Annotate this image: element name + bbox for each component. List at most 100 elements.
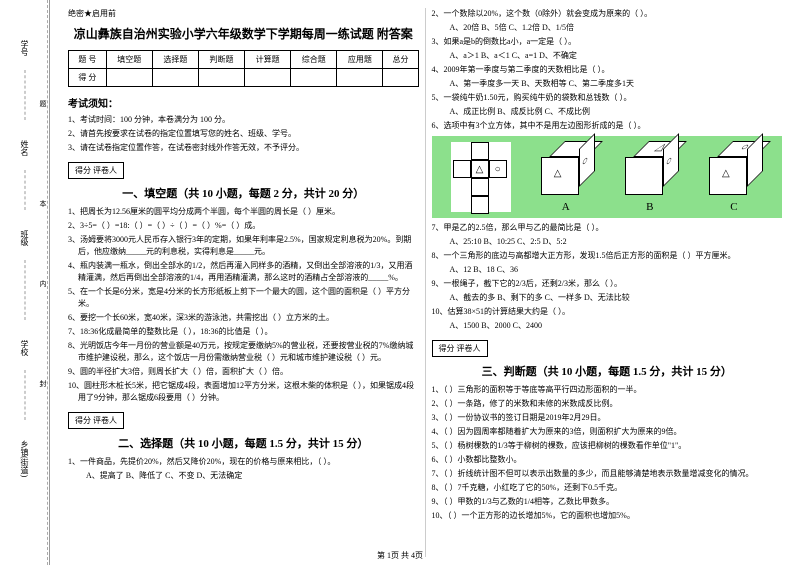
td — [383, 69, 418, 87]
q: 6、选项中有3个立方体，其中不是用左边图形折成的是（ ）。 — [432, 120, 783, 132]
q: 7、（ ）折线统计图不但可以表示出数量的多少，而且能够清楚地表示数量增减变化的情… — [432, 468, 783, 480]
margin-dash — [24, 370, 25, 420]
circle-icon: ○ — [495, 164, 501, 175]
q: 6、（ ）小数都比整数小。 — [432, 454, 783, 466]
q: 4、2009年第一季度与第二季度的天数相比是（ ）。 — [432, 64, 783, 76]
q: 6、要挖一个长60米，宽40米，深3米的游泳池，共需挖出（ ）立方米的土。 — [68, 312, 419, 324]
th: 综合题 — [291, 51, 337, 69]
table-row: 得 分 — [69, 69, 419, 87]
q: 3、（ ）一份协议书的签订日期是2019年2月29日。 — [432, 412, 783, 424]
opts: A、成正比例 B、成反比例 C、不成比例 — [432, 106, 783, 117]
side-label: 内 — [38, 280, 48, 287]
circle-icon: ○ — [582, 153, 588, 170]
margin-dash — [24, 70, 25, 120]
notice-item: 2、请首先按要求在试卷的指定位置填写您的姓名、班级、学号。 — [68, 128, 419, 140]
cube-a: ○ △ A — [537, 141, 595, 213]
eval-box: 得分 评卷人 — [68, 162, 124, 179]
notice-item: 1、考试时间：100 分钟，本卷满分为 100 分。 — [68, 114, 419, 126]
opts: A、提高了 B、降低了 C、不变 D、无法确定 — [68, 470, 419, 481]
q: 8、（ ）7千克糖，小红吃了它的50%，还剩下0.5千克。 — [432, 482, 783, 494]
secret-label: 绝密★启用前 — [68, 8, 419, 19]
q: 5、在一个长是6分米，宽是4分米的长方形纸板上剪下一个最大的圆，这个圆的面积是（… — [68, 286, 419, 310]
side-label: 题 — [38, 100, 48, 107]
net-square — [471, 178, 489, 196]
eval-box: 得分 评卷人 — [68, 412, 124, 429]
q: 2、（ ）一条路，修了的米数和未修的米数成反比例。 — [432, 398, 783, 410]
th: 填空题 — [106, 51, 152, 69]
td — [198, 69, 244, 87]
eval-box: 得分 评卷人 — [432, 340, 488, 357]
exam-title: 凉山彝族自治州实验小学六年级数学下学期每周一练试题 附答案 — [68, 25, 419, 42]
th: 判断题 — [198, 51, 244, 69]
circle-icon: ○ — [666, 153, 672, 170]
triangle-icon: △ — [554, 168, 562, 179]
td — [106, 69, 152, 87]
right-column: 2、一个数除以20%，这个数（0除外）就会变成为原来的（ ）。 A、20倍 B、… — [426, 8, 789, 557]
cube-b: △ ○ B — [621, 141, 679, 213]
side-label: 本 — [38, 200, 48, 207]
td — [337, 69, 383, 87]
q: 8、光明饭店今年一月份的营业额是40万元，按规定要缴纳5%的营业税，还要按营业税… — [68, 340, 419, 364]
q: 7、甲是乙的2.5倍，那么甲与乙的最简比是（ ）。 — [432, 222, 783, 234]
opts: A、25:10 B、10:25 C、2:5 D、5:2 — [432, 236, 783, 247]
table-row: 题 号 填空题 选择题 判断题 计算题 综合题 应用题 总分 — [69, 51, 419, 69]
margin-dash — [24, 260, 25, 320]
opts: A、截去的多 B、剩下的多 C、一样多 D、无法比较 — [432, 292, 783, 303]
q: 8、一个三角形的底边与高都增大正方形，发现1.5倍后正方形的面积是（ ）平方厘米… — [432, 250, 783, 262]
td — [291, 69, 337, 87]
td: 得 分 — [69, 69, 107, 87]
margin-label-id: 学号 — [19, 40, 30, 56]
net-square — [471, 142, 489, 160]
side-label: 封 — [38, 380, 48, 387]
page-footer: 第 1页 共 4页 — [377, 550, 423, 561]
triangle-icon: △ — [476, 164, 484, 175]
left-column: 绝密★启用前 凉山彝族自治州实验小学六年级数学下学期每周一练试题 附答案 题 号… — [62, 8, 426, 557]
net-square: ○ — [489, 160, 507, 178]
q: 4、瓶内装满一瓶水，倒出全部水的1/2，然后再灌入同样多的酒精，又倒出全部溶液的… — [68, 260, 419, 284]
th: 计算题 — [245, 51, 291, 69]
q: 10、估算38×51的计算结果大约是（ ）。 — [432, 306, 783, 318]
content-area: 绝密★启用前 凉山彝族自治州实验小学六年级数学下学期每周一练试题 附答案 题 号… — [50, 0, 800, 565]
section-2-title: 二、选择题（共 10 小题，每题 1.5 分，共计 15 分） — [68, 435, 419, 451]
cube-c: ○ △ C — [705, 141, 763, 213]
cube-front: △ — [709, 157, 747, 195]
margin-dash — [24, 170, 25, 210]
th: 选择题 — [152, 51, 198, 69]
th: 总分 — [383, 51, 418, 69]
net-square — [453, 160, 471, 178]
margin-label-name: 姓名 — [19, 140, 30, 156]
q: 9、（ ）甲数的1/3与乙数的1/4相等，乙数比甲数多。 — [432, 496, 783, 508]
opts: A、第一季度多一天 B、天数相等 C、第二季度多1天 — [432, 78, 783, 89]
th: 题 号 — [69, 51, 107, 69]
td — [245, 69, 291, 87]
th: 应用题 — [337, 51, 383, 69]
q: 10、圆柱形木桩长5米，把它锯成4段，表面增加12平方分米，这根木柴的体积是（ … — [68, 380, 419, 404]
q: 7、18:36化成最简单的整数比是（ ），18:36的比值是（ ）。 — [68, 326, 419, 338]
notice-title: 考试须知： — [68, 95, 419, 110]
q: 4、（ ）因为圆周率都随着扩大为原来的3倍，则面积扩大为原来的9倍。 — [432, 426, 783, 438]
cube-front: △ — [541, 157, 579, 195]
cube-net: △ ○ — [451, 142, 511, 212]
q: 5、（ ）杨树棵数的1/3等于柳树的棵数，应该把柳树的棵数看作单位"1"。 — [432, 440, 783, 452]
page-container: 学号 姓名 班级 学校 乡镇(街道) 题 本 内 封 绝密★启用前 凉山彝族自治… — [0, 0, 800, 565]
cube-front — [625, 157, 663, 195]
margin-label-town: 乡镇(街道) — [19, 440, 30, 477]
q: 10、（ ）一个正方形的边长增加5%，它的面积也增加5%。 — [432, 510, 783, 522]
cube-label-c: C — [705, 201, 763, 213]
q: 5、一袋纯牛奶1.50元，购买纯牛奶的袋数和总钱数（ ）。 — [432, 92, 783, 104]
margin-label-school: 学校 — [19, 340, 30, 356]
q: 2、3÷5=（ ）=18:（ ）=（ ）÷（ ）=（ ）%=（ ）成。 — [68, 220, 419, 232]
triangle-icon: △ — [722, 168, 730, 179]
section-1-title: 一、填空题（共 10 小题，每题 2 分，共计 20 分） — [68, 185, 419, 201]
margin-label-class: 班级 — [19, 230, 30, 246]
section-3-title: 三、判断题（共 10 小题，每题 1.5 分，共计 15 分） — [432, 363, 783, 379]
notice-item: 3、请在试卷指定位置作答，在试卷密封线外作答无效，不予评分。 — [68, 142, 419, 154]
opts: A、20倍 B、5倍 C、1.2倍 D、1/5倍 — [432, 22, 783, 33]
q: 3、汤姆要将3000元人民币存入银行3年的定期，如果年利率是2.5%，国家规定利… — [68, 234, 419, 258]
cube-label-b: B — [621, 201, 679, 213]
binding-margin: 学号 姓名 班级 学校 乡镇(街道) 题 本 内 封 — [0, 0, 50, 565]
q: 1、一件商品，先提价20%，然后又降价20%，现在的价格与原来相比，（ ）。 — [68, 456, 419, 468]
cube-label-a: A — [537, 201, 595, 213]
q: 9、圆的半径扩大3倍，则周长扩大（ ）倍，面积扩大（ ）倍。 — [68, 366, 419, 378]
q: 1、（ ）三角形的面积等于等底等高平行四边形面积的一半。 — [432, 384, 783, 396]
